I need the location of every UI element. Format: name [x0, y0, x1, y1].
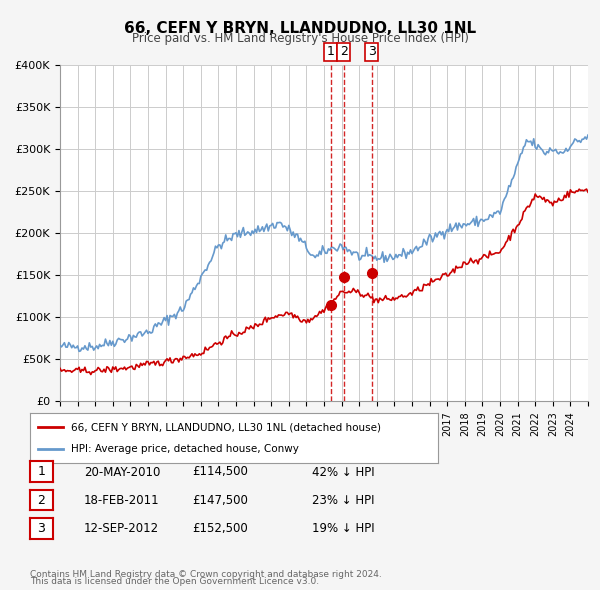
Text: HPI: Average price, detached house, Conwy: HPI: Average price, detached house, Conw… — [71, 444, 299, 454]
Text: This data is licensed under the Open Government Licence v3.0.: This data is licensed under the Open Gov… — [30, 577, 319, 586]
Text: 12-SEP-2012: 12-SEP-2012 — [84, 522, 159, 535]
Text: 2: 2 — [340, 45, 347, 58]
Text: 2: 2 — [37, 493, 46, 507]
Text: 20-MAY-2010: 20-MAY-2010 — [84, 466, 160, 478]
Text: £147,500: £147,500 — [192, 494, 248, 507]
Text: 3: 3 — [368, 45, 376, 58]
Text: 42% ↓ HPI: 42% ↓ HPI — [312, 466, 374, 478]
Text: 18-FEB-2011: 18-FEB-2011 — [84, 494, 160, 507]
Text: 23% ↓ HPI: 23% ↓ HPI — [312, 494, 374, 507]
Text: Price paid vs. HM Land Registry's House Price Index (HPI): Price paid vs. HM Land Registry's House … — [131, 32, 469, 45]
Text: 3: 3 — [37, 522, 46, 535]
Text: £114,500: £114,500 — [192, 466, 248, 478]
Text: 66, CEFN Y BRYN, LLANDUDNO, LL30 1NL (detached house): 66, CEFN Y BRYN, LLANDUDNO, LL30 1NL (de… — [71, 422, 381, 432]
Text: 1: 1 — [327, 45, 335, 58]
Text: Contains HM Land Registry data © Crown copyright and database right 2024.: Contains HM Land Registry data © Crown c… — [30, 571, 382, 579]
Text: 19% ↓ HPI: 19% ↓ HPI — [312, 522, 374, 535]
Text: £152,500: £152,500 — [192, 522, 248, 535]
Text: 66, CEFN Y BRYN, LLANDUDNO, LL30 1NL: 66, CEFN Y BRYN, LLANDUDNO, LL30 1NL — [124, 21, 476, 35]
Text: 1: 1 — [37, 465, 46, 478]
